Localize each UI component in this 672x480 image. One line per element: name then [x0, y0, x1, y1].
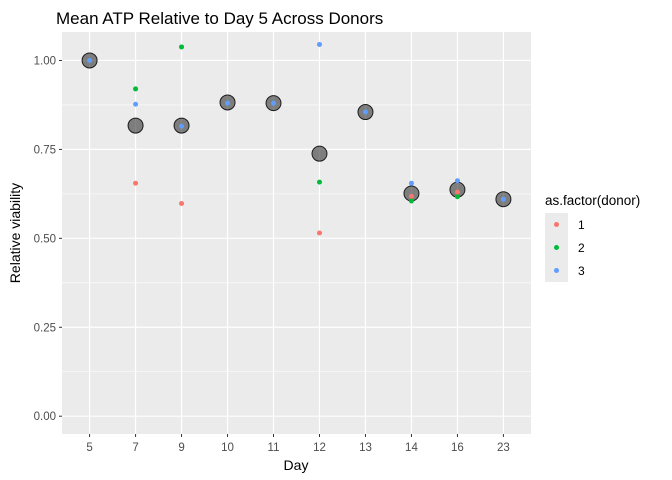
data-point-donor-2 [316, 179, 322, 185]
legend-swatch-1 [554, 222, 559, 227]
data-point-donor-3 [316, 41, 322, 47]
legend: as.factor(donor) 1 2 3 [545, 193, 640, 282]
x-tick-label: 7 [132, 442, 138, 454]
data-point-donor-1 [454, 189, 460, 195]
x-tick-label: 9 [178, 442, 184, 454]
data-point-donor-2 [133, 86, 139, 92]
y-tick-label: 0.50 [34, 233, 56, 245]
y-tick-label: 1.00 [34, 55, 56, 67]
data-point-donor-3 [362, 109, 368, 115]
x-tick-label: 10 [221, 442, 234, 454]
data-point-donor-2 [408, 198, 414, 204]
legend-label-2: 2 [578, 241, 585, 255]
data-point-donor-1 [133, 180, 139, 186]
legend-swatch-2 [554, 245, 559, 250]
mean-point [127, 117, 144, 134]
y-tick-label: 0.25 [34, 322, 56, 334]
data-point-donor-3 [408, 180, 414, 186]
legend-title: as.factor(donor) [545, 193, 640, 208]
data-point-donor-2 [454, 194, 460, 200]
data-point-donor-1 [408, 193, 414, 199]
data-point-donor-3 [225, 100, 231, 106]
chart-title: Mean ATP Relative to Day 5 Across Donors [56, 9, 383, 28]
donor-points [87, 41, 506, 236]
x-tick-label: 12 [313, 442, 326, 454]
data-point-donor-3 [500, 196, 506, 202]
mean-point [311, 145, 328, 162]
data-point-donor-1 [179, 200, 185, 206]
data-point-donor-2 [179, 44, 185, 50]
x-tick-label: 16 [451, 442, 464, 454]
x-axis-title: Day [284, 457, 309, 473]
x-tick-label: 14 [405, 442, 418, 454]
data-point-donor-1 [316, 230, 322, 236]
x-tick-label: 23 [497, 442, 510, 454]
grid-lines [62, 32, 531, 434]
y-tick-label: 0.00 [34, 411, 56, 423]
x-tick-label: 13 [359, 442, 372, 454]
data-point-donor-3 [271, 100, 277, 106]
plot-panel [62, 32, 531, 434]
data-point-donor-3 [179, 123, 185, 129]
data-point-donor-3 [454, 178, 460, 184]
legend-label-3: 3 [578, 264, 585, 278]
y-axis-title: Relative viability [7, 183, 23, 283]
y-axis: 0.00 0.25 0.50 0.75 1.00 [34, 55, 62, 423]
x-axis: 5 7 9 10 11 12 13 14 16 23 [86, 434, 510, 454]
data-point-donor-3 [87, 57, 93, 63]
x-tick-label: 5 [86, 442, 92, 454]
legend-label-1: 1 [578, 218, 585, 232]
y-tick-label: 0.75 [34, 144, 56, 156]
data-point-donor-3 [133, 101, 139, 107]
x-tick-label: 11 [268, 442, 280, 454]
legend-swatch-3 [554, 268, 559, 273]
